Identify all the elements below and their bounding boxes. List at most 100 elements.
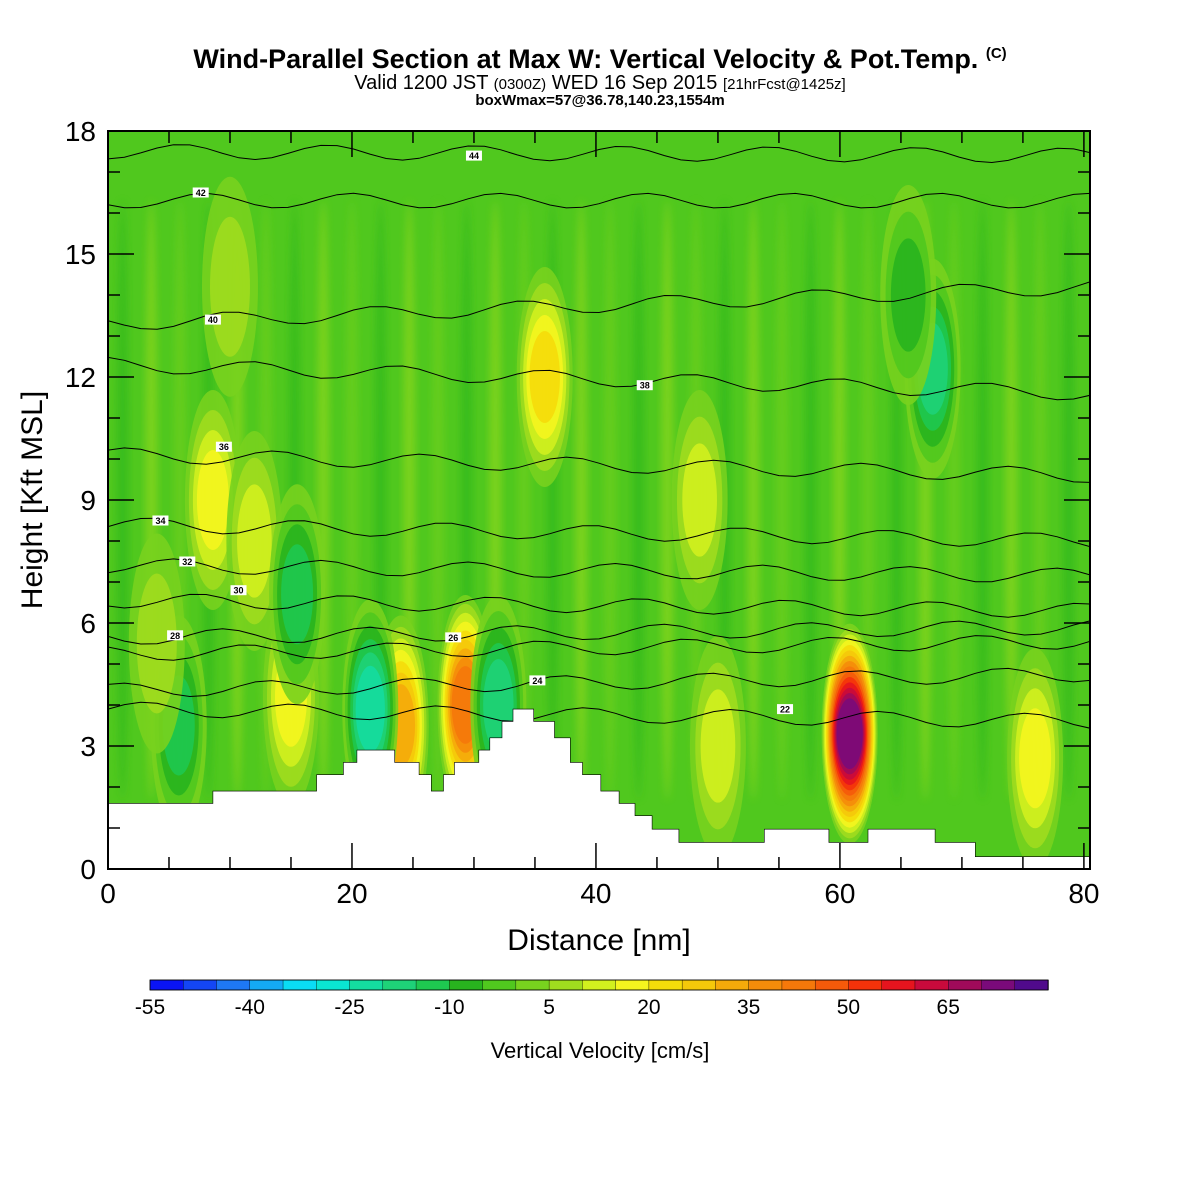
isentrope-line: [108, 635, 1090, 661]
title-text: Wind-Parallel Section at Max W: Vertical…: [193, 44, 979, 74]
isentrope-label-text: 28: [170, 631, 180, 641]
isentrope-label: 24: [529, 675, 546, 686]
colorbar-swatch: [149, 979, 184, 991]
isentrope-label-box: [167, 630, 184, 641]
velocity-cell: [890, 238, 926, 352]
colorbar-swatch: [582, 979, 617, 991]
colorbar-swatch: [681, 979, 717, 991]
colorbar-tick-label: 50: [837, 996, 860, 1019]
isentrope-label-box: [445, 632, 462, 643]
isentrope-label: 26: [445, 632, 462, 643]
isentrope-line: [108, 447, 1090, 483]
colorbar-swatch: [981, 979, 1016, 991]
isentrope-label: 36: [215, 441, 232, 452]
y-tick-label: 0: [80, 854, 96, 885]
colorbar: -55 -40 -25 -10 5 20 35 50 65: [135, 979, 1049, 1019]
isentrope-label-text: 34: [155, 516, 165, 526]
colorbar-tick-label: 65: [937, 996, 960, 1019]
y-tick-label: 9: [80, 485, 96, 516]
velocity-cell: [682, 443, 717, 557]
colorbar-tick-label: -55: [135, 996, 165, 1019]
colorbar-swatch: [382, 979, 417, 991]
velocity-cells: [128, 176, 1064, 869]
isentrope-label-text: 24: [532, 676, 542, 686]
valid-utc: (0300Z): [493, 76, 547, 93]
colorbar-swatch: [482, 979, 517, 991]
isentrope-label-text: 38: [640, 381, 650, 391]
velocity-band: [632, 200, 645, 800]
colorbar-title: Vertical Velocity [cm/s]: [491, 1038, 710, 1063]
isentrope-lines: [108, 144, 1090, 729]
isentrope-label-text: 26: [448, 633, 458, 643]
velocity-cell: [700, 689, 736, 803]
colorbar-swatch: [615, 979, 650, 991]
velocity-band: [661, 200, 674, 800]
isentrope-label: 30: [230, 585, 247, 596]
isentrope-line: [108, 667, 1090, 698]
x-tick-label: 0: [100, 878, 116, 909]
isentrope-line: [108, 144, 1090, 164]
box-wmax-info: boxWmax=57@36.78,140.23,1554m: [475, 92, 725, 109]
colorbar-swatch: [249, 979, 284, 991]
colorbar-tick-label: 35: [737, 996, 760, 1019]
velocity-cell: [237, 484, 272, 598]
x-tick-label: 60: [824, 878, 855, 909]
isentrope-label: 32: [179, 556, 196, 567]
colorbar-tick-label: -10: [434, 996, 464, 1019]
isentrope-line: [108, 281, 1090, 330]
velocity-band: [1005, 200, 1018, 800]
isentrope-label-text: 36: [219, 442, 229, 452]
isentrope-label-box: [230, 585, 247, 596]
y-axis-title: Height [Kft MSL]: [16, 391, 49, 609]
isentrope-label-text: 42: [196, 188, 206, 198]
colorbar-swatch: [415, 979, 451, 991]
y-tick-label: 3: [80, 731, 96, 762]
velocity-band: [804, 200, 817, 800]
isentrope-line: [108, 517, 1090, 548]
isentrope-label-box: [152, 515, 169, 526]
isentrope-line: [108, 356, 1090, 401]
isentrope-label-box: [192, 187, 209, 198]
velocity-band: [603, 200, 616, 800]
forecast-info: [21hrFcst@1425z]: [722, 76, 846, 93]
isentrope-line: [108, 701, 1090, 729]
isentrope-label: 28: [167, 630, 184, 641]
colorbar-swatch: [781, 979, 816, 991]
isentrope-label: 38: [636, 380, 653, 391]
x-axis: 0 20 40 60 80: [100, 131, 1099, 909]
x-axis-title: Distance [nm]: [507, 924, 690, 957]
chart-subtitle: Valid 1200 JST (0300Z) WED 16 Sep 2015 […: [0, 72, 1200, 95]
colorbar-swatch: [316, 979, 351, 991]
isentrope-line: [108, 192, 1090, 209]
isentrope-label-text: 30: [234, 586, 244, 596]
colorbar-swatch: [848, 979, 883, 991]
velocity-band: [431, 200, 444, 800]
colorbar-swatch: [548, 979, 584, 991]
isentrope-label-box: [777, 704, 794, 715]
colorbar-swatch: [515, 979, 550, 991]
colorbar-swatch: [282, 979, 317, 991]
colorbar-tick-label: 5: [543, 996, 555, 1019]
y-tick-label: 6: [80, 608, 96, 639]
isentrope-label-box: [215, 441, 232, 452]
colorbar-swatch: [814, 979, 850, 991]
isentrope-line: [108, 620, 1090, 645]
y-tick-label: 18: [65, 116, 96, 147]
isentrope-label-text: 22: [780, 705, 790, 715]
velocity-cell: [1019, 708, 1052, 809]
velocity-cell: [836, 698, 863, 770]
isentrope-label-text: 44: [469, 151, 479, 161]
colorbar-swatch: [349, 979, 384, 991]
isentrope-label-box: [529, 675, 546, 686]
chart-title: Wind-Parallel Section at Max W: Vertical…: [0, 44, 1200, 75]
terrain-mask: [108, 708, 1090, 869]
colorbar-frame: [149, 979, 1049, 991]
isentrope-label-text: 40: [208, 315, 218, 325]
x-tick-label: 80: [1068, 878, 1099, 909]
velocity-cell: [209, 216, 250, 357]
isentrope-label-box: [179, 556, 196, 567]
x-tick-label: 40: [580, 878, 611, 909]
valid-date: WED 16 Sep 2015: [551, 72, 718, 94]
colorbar-swatch: [449, 979, 484, 991]
